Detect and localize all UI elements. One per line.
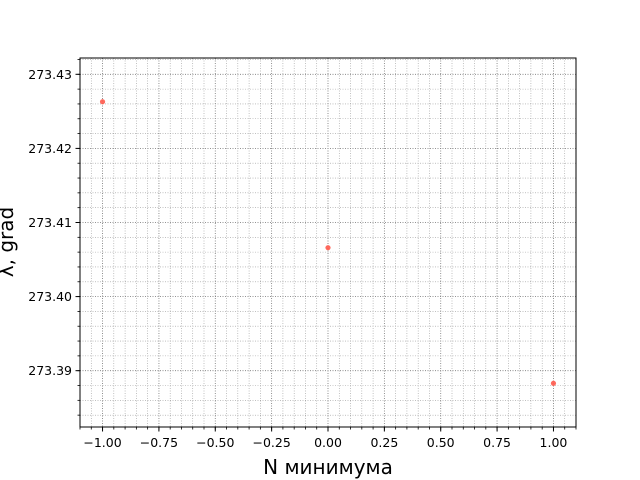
x-tick-label: −0.75 <box>140 435 178 450</box>
y-tick-label: 273.40 <box>28 289 72 304</box>
x-tick-label: 0.50 <box>427 435 455 450</box>
y-tick-label: 273.42 <box>28 141 72 156</box>
data-points <box>99 99 557 386</box>
y-tick-label: 273.39 <box>28 363 72 378</box>
y-tick-label: 273.41 <box>28 215 72 230</box>
data-point <box>550 380 557 386</box>
x-axis-label: N минимума <box>263 455 393 479</box>
y-tick-label: 273.43 <box>28 67 72 82</box>
plot-area-frame <box>79 57 577 428</box>
x-tick-label: 0.00 <box>314 435 342 450</box>
x-tick-label: 0.75 <box>483 435 511 450</box>
axis-ticks: −1.00 −0.75 −0.50 −0.25 0.00 0.25 0.50 0.75 1.00… <box>28 59 577 450</box>
x-tick-label: −0.50 <box>196 435 234 450</box>
x-tick-label: 1.00 <box>540 435 568 450</box>
x-tick-label: 0.25 <box>370 435 398 450</box>
data-point <box>325 245 331 251</box>
x-tick-label: −1.00 <box>83 435 121 450</box>
y-axis-label: λ, grad <box>0 207 18 277</box>
data-point <box>99 99 106 105</box>
major-grid <box>80 58 576 427</box>
x-tick-label: −0.25 <box>252 435 290 450</box>
